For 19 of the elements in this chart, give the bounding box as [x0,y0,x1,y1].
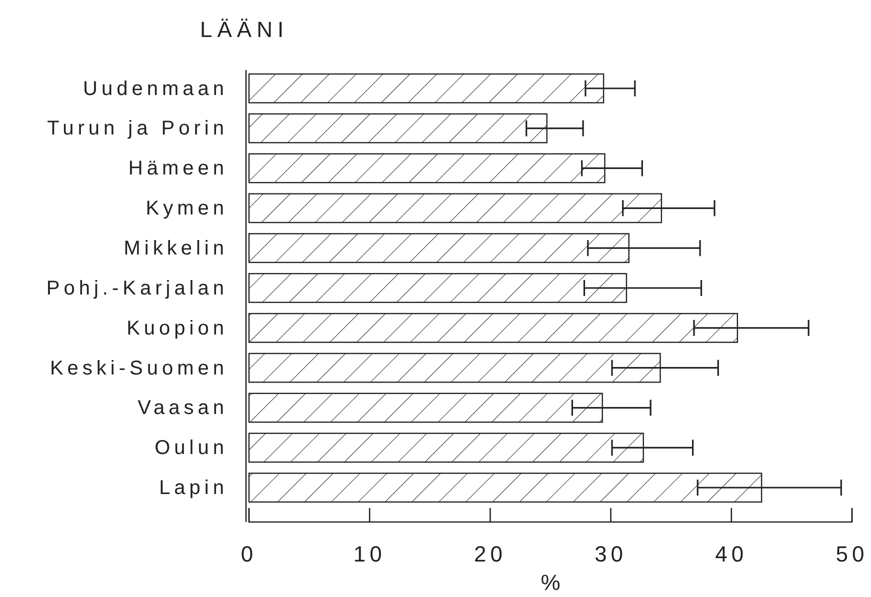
y-tick-label: Vaasan [138,397,228,420]
x-axis-title: % [540,570,560,595]
y-tick-label: Mikkelin [124,237,228,260]
y-tick-label: Uudenmaan [83,78,228,100]
y-tick-label: Kuopion [126,317,228,340]
y-tick-label: Turun ja Porin [47,118,228,140]
x-tick-label: 30 [594,542,628,567]
y-tick-label: Hämeen [128,158,228,180]
y-tick-label: Lapin [159,477,228,500]
x-tick-label: 40 [715,542,748,567]
x-tick-label: 50 [836,542,868,567]
y-tick-label: Oulun [154,437,228,460]
chart-title: LÄÄNI [200,17,289,42]
y-tick-label: Pohj.-Karjalan [46,277,228,300]
y-tick-label: Keski-Suomen [50,357,228,380]
x-tick-label: 10 [353,542,386,567]
y-tick-label: Kymen [146,198,228,220]
x-tick-label: 20 [474,542,506,567]
x-tick-label: 0 [240,542,258,567]
